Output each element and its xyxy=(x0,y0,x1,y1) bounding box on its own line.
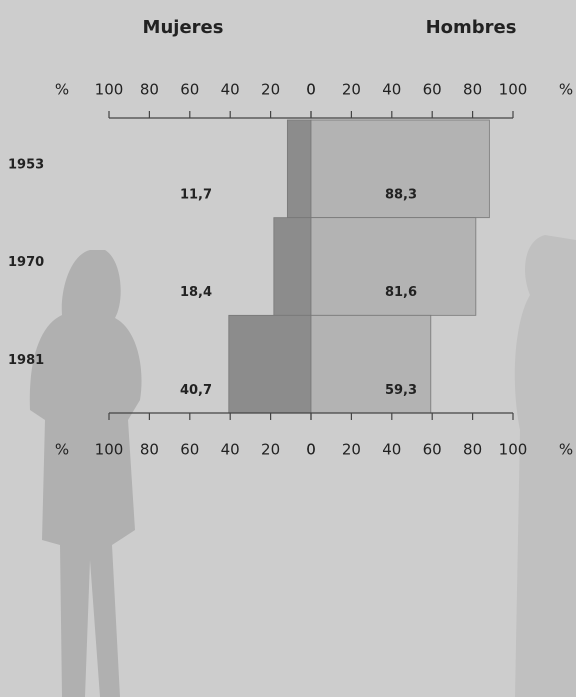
x-tick-label: 80 xyxy=(140,81,159,99)
bar xyxy=(228,314,312,414)
x-tick-label: 80 xyxy=(463,441,482,459)
value-label: 88,3 xyxy=(385,188,417,203)
value-label: 18,4 xyxy=(180,285,212,300)
value-label: 81,6 xyxy=(385,285,417,300)
unit-label: % xyxy=(559,81,573,99)
bar xyxy=(310,119,490,219)
series-title: Mujeres xyxy=(143,17,224,38)
unit-label: % xyxy=(55,441,69,459)
x-tick-label: 0 xyxy=(306,441,316,459)
x-tick-label: 60 xyxy=(423,441,442,459)
x-tick-label: 0 xyxy=(306,81,316,99)
woman-silhouette xyxy=(29,250,142,697)
x-tick-label: 60 xyxy=(423,81,442,99)
x-tick-label: 20 xyxy=(261,81,280,99)
man-silhouette xyxy=(514,235,576,697)
value-label: 40,7 xyxy=(180,383,212,398)
series-title: Hombres xyxy=(426,17,517,38)
year-label: 1953 xyxy=(8,158,44,173)
x-tick-label: 80 xyxy=(463,81,482,99)
bar xyxy=(286,119,312,219)
x-tick-label: 20 xyxy=(261,441,280,459)
unit-label: % xyxy=(55,81,69,99)
x-tick-label: 80 xyxy=(140,441,159,459)
x-tick-label: 100 xyxy=(95,81,124,99)
x-tick-label: 20 xyxy=(342,441,361,459)
unit-label: % xyxy=(559,441,573,459)
x-tick-label: 100 xyxy=(499,81,528,99)
x-tick-label: 40 xyxy=(382,441,401,459)
x-tick-label: 40 xyxy=(382,81,401,99)
x-tick-label: 20 xyxy=(342,81,361,99)
bar xyxy=(273,217,312,316)
x-tick-label: 0 xyxy=(306,441,316,459)
x-tick-label: 0 xyxy=(306,81,316,99)
x-tick-label: 100 xyxy=(95,441,124,459)
year-label: 1970 xyxy=(8,255,44,270)
x-tick-label: 40 xyxy=(221,81,240,99)
bar xyxy=(310,314,432,414)
x-tick-label: 100 xyxy=(499,441,528,459)
x-tick-label: 40 xyxy=(221,441,240,459)
x-tick-label: 60 xyxy=(180,441,199,459)
value-label: 11,7 xyxy=(180,188,212,203)
year-label: 1981 xyxy=(8,353,44,368)
value-label: 59,3 xyxy=(385,383,417,398)
x-tick-label: 60 xyxy=(180,81,199,99)
bar xyxy=(310,217,477,316)
